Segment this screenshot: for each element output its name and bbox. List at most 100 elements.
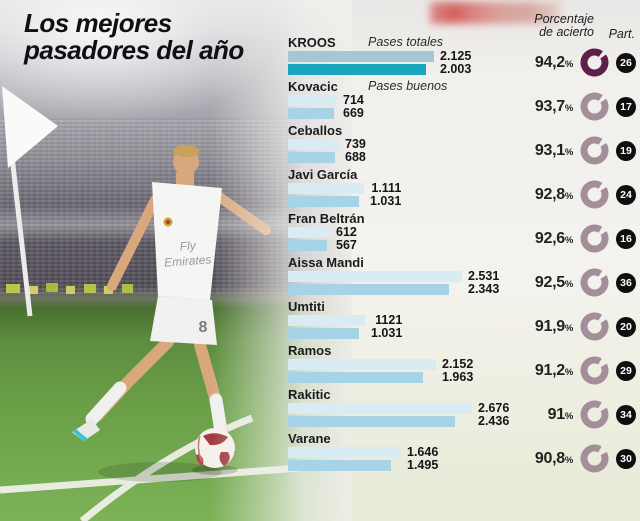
player-stats: 91,9% 20 [521,312,636,341]
player-row: Kovacic Pases buenos 714 669 93,7% 17 [288,80,636,121]
percent-sign: % [564,410,573,422]
accuracy-value: 92,8% [521,186,573,204]
percent-sign: % [564,146,573,158]
accuracy-header-line1: Porcentaje [534,12,594,26]
bar-pases-buenos [288,152,335,163]
player-name-line: KROOS Pases totales [288,35,636,50]
player-row: Varane 1.646 1.495 90,8% 30 [288,432,636,473]
accuracy-value: 91% [521,405,574,424]
bar-values: 1.646 1.495 [407,446,438,472]
total-passes-value: 612 [336,225,357,239]
title-line2: pasadores del año [24,35,244,65]
total-passes-value: 714 [343,93,364,107]
bar-pases-buenos [288,328,359,339]
bar-pases-buenos [288,196,359,207]
percent-sign: % [564,322,573,334]
accuracy-ring [580,444,609,473]
player-name-line: Ceballos [288,124,636,137]
total-passes-value: 1.646 [407,445,439,459]
bar-pases-buenos [288,372,423,383]
matches-badge: 16 [616,228,636,249]
matches-badge: 19 [616,140,636,161]
percent-sign: % [564,102,573,114]
player-name: Ceballos [288,123,343,138]
player-name: KROOS [288,35,336,50]
player-rows: KROOS Pases totales 2.125 2.003 94,2% 26 Kovac… [288,36,636,473]
good-passes-value: 1.495 [407,458,439,472]
player-bars: 1121 1.031 [288,313,636,341]
accuracy-ring [580,400,609,429]
player-stats: 93,1% 19 [521,136,636,165]
bar-pases-buenos [288,240,327,251]
matches-badge: 20 [616,316,636,337]
player-bars: 2.531 2.343 [288,270,636,297]
total-passes-value: 2.676 [478,401,510,415]
player-name-line: Javi García [288,168,636,181]
accuracy-ring [580,312,609,341]
player-stats: 90,8% 30 [521,444,636,473]
accuracy-number: 91 [547,405,566,423]
bar-values: 2.531 2.343 [468,270,499,296]
accuracy-number: 93,1 [534,141,565,159]
good-passes-value: 2.343 [468,282,500,296]
total-passes-value: 739 [345,137,366,151]
player-name-line: Fran Beltrán [288,212,636,225]
player-stats: 92,5% 36 [521,268,636,297]
bar-pases-buenos [288,284,449,295]
bar-values: 612 567 [336,226,357,252]
player-name-line: Aissa Mandi [288,256,636,269]
legend-pases-buenos: Pases buenos [368,79,448,93]
total-passes-value: 2.152 [442,357,474,371]
player-name: Javi García [288,167,358,182]
player-bars: 612 567 [288,226,636,253]
bar-values: 1.111 1.031 [370,182,401,208]
player-bars: 2.125 2.003 [288,49,636,77]
bar-pases-buenos [288,460,391,471]
player-stats: 91% 34 [521,400,636,429]
total-passes-value: 1121 [375,313,403,327]
accuracy-value: 91,2% [521,362,573,380]
matches-badge: 36 [616,272,636,293]
player-bars: 1.646 1.495 [288,446,636,473]
player-row: Ceballos 739 688 93,1% 19 [288,124,636,165]
player-stats: 92,6% 16 [521,224,636,253]
player-name: Umtiti [288,299,325,314]
player-name: Kovacic [288,79,338,94]
bar-pases-totales [288,359,436,370]
player-name-line: Ramos [288,344,636,357]
good-passes-value: 567 [336,238,357,252]
accuracy-ring [580,180,609,209]
player-name: Fran Beltrán [288,211,365,226]
good-passes-value: 2.003 [440,62,472,76]
percent-sign: % [564,234,573,246]
accuracy-header-line2: de acierto [539,25,594,39]
bar-pases-totales [288,183,364,194]
matches-badge: 26 [616,52,636,73]
accuracy-header: Porcentaje de acierto [534,13,594,39]
player-row: Umtiti 1121 1.031 91,9% 20 [288,300,636,341]
accuracy-number: 91,2 [534,361,565,379]
title-line1: Los mejores [24,8,172,38]
bar-pases-totales [288,447,401,458]
passers-chart: KROOS Pases totales 2.125 2.003 94,2% 26 Kovac… [288,36,636,476]
good-passes-value: 1.031 [370,194,402,208]
bar-values: 2.676 2.436 [478,402,509,428]
accuracy-ring [580,48,609,77]
bar-pases-buenos [288,64,426,75]
total-passes-value: 1.111 [371,181,402,195]
accuracy-ring [580,356,609,385]
accuracy-value: 92,5% [521,274,573,292]
accuracy-number: 92,8 [534,185,565,203]
percent-sign: % [564,278,573,290]
player-row: Ramos 2.152 1.963 91,2% 29 [288,344,636,385]
player-bars: 739 688 [288,137,636,165]
bar-pases-totales [288,271,462,282]
total-passes-value: 2.125 [440,49,472,63]
player-row: KROOS Pases totales 2.125 2.003 94,2% 26 [288,36,636,77]
good-passes-value: 1.031 [371,326,403,340]
player-name-line: Rakitic [288,388,636,401]
player-row: Rakitic 2.676 2.436 91% 34 [288,388,636,429]
bar-pases-totales [288,315,365,326]
player-name-line: Umtiti [288,300,636,313]
